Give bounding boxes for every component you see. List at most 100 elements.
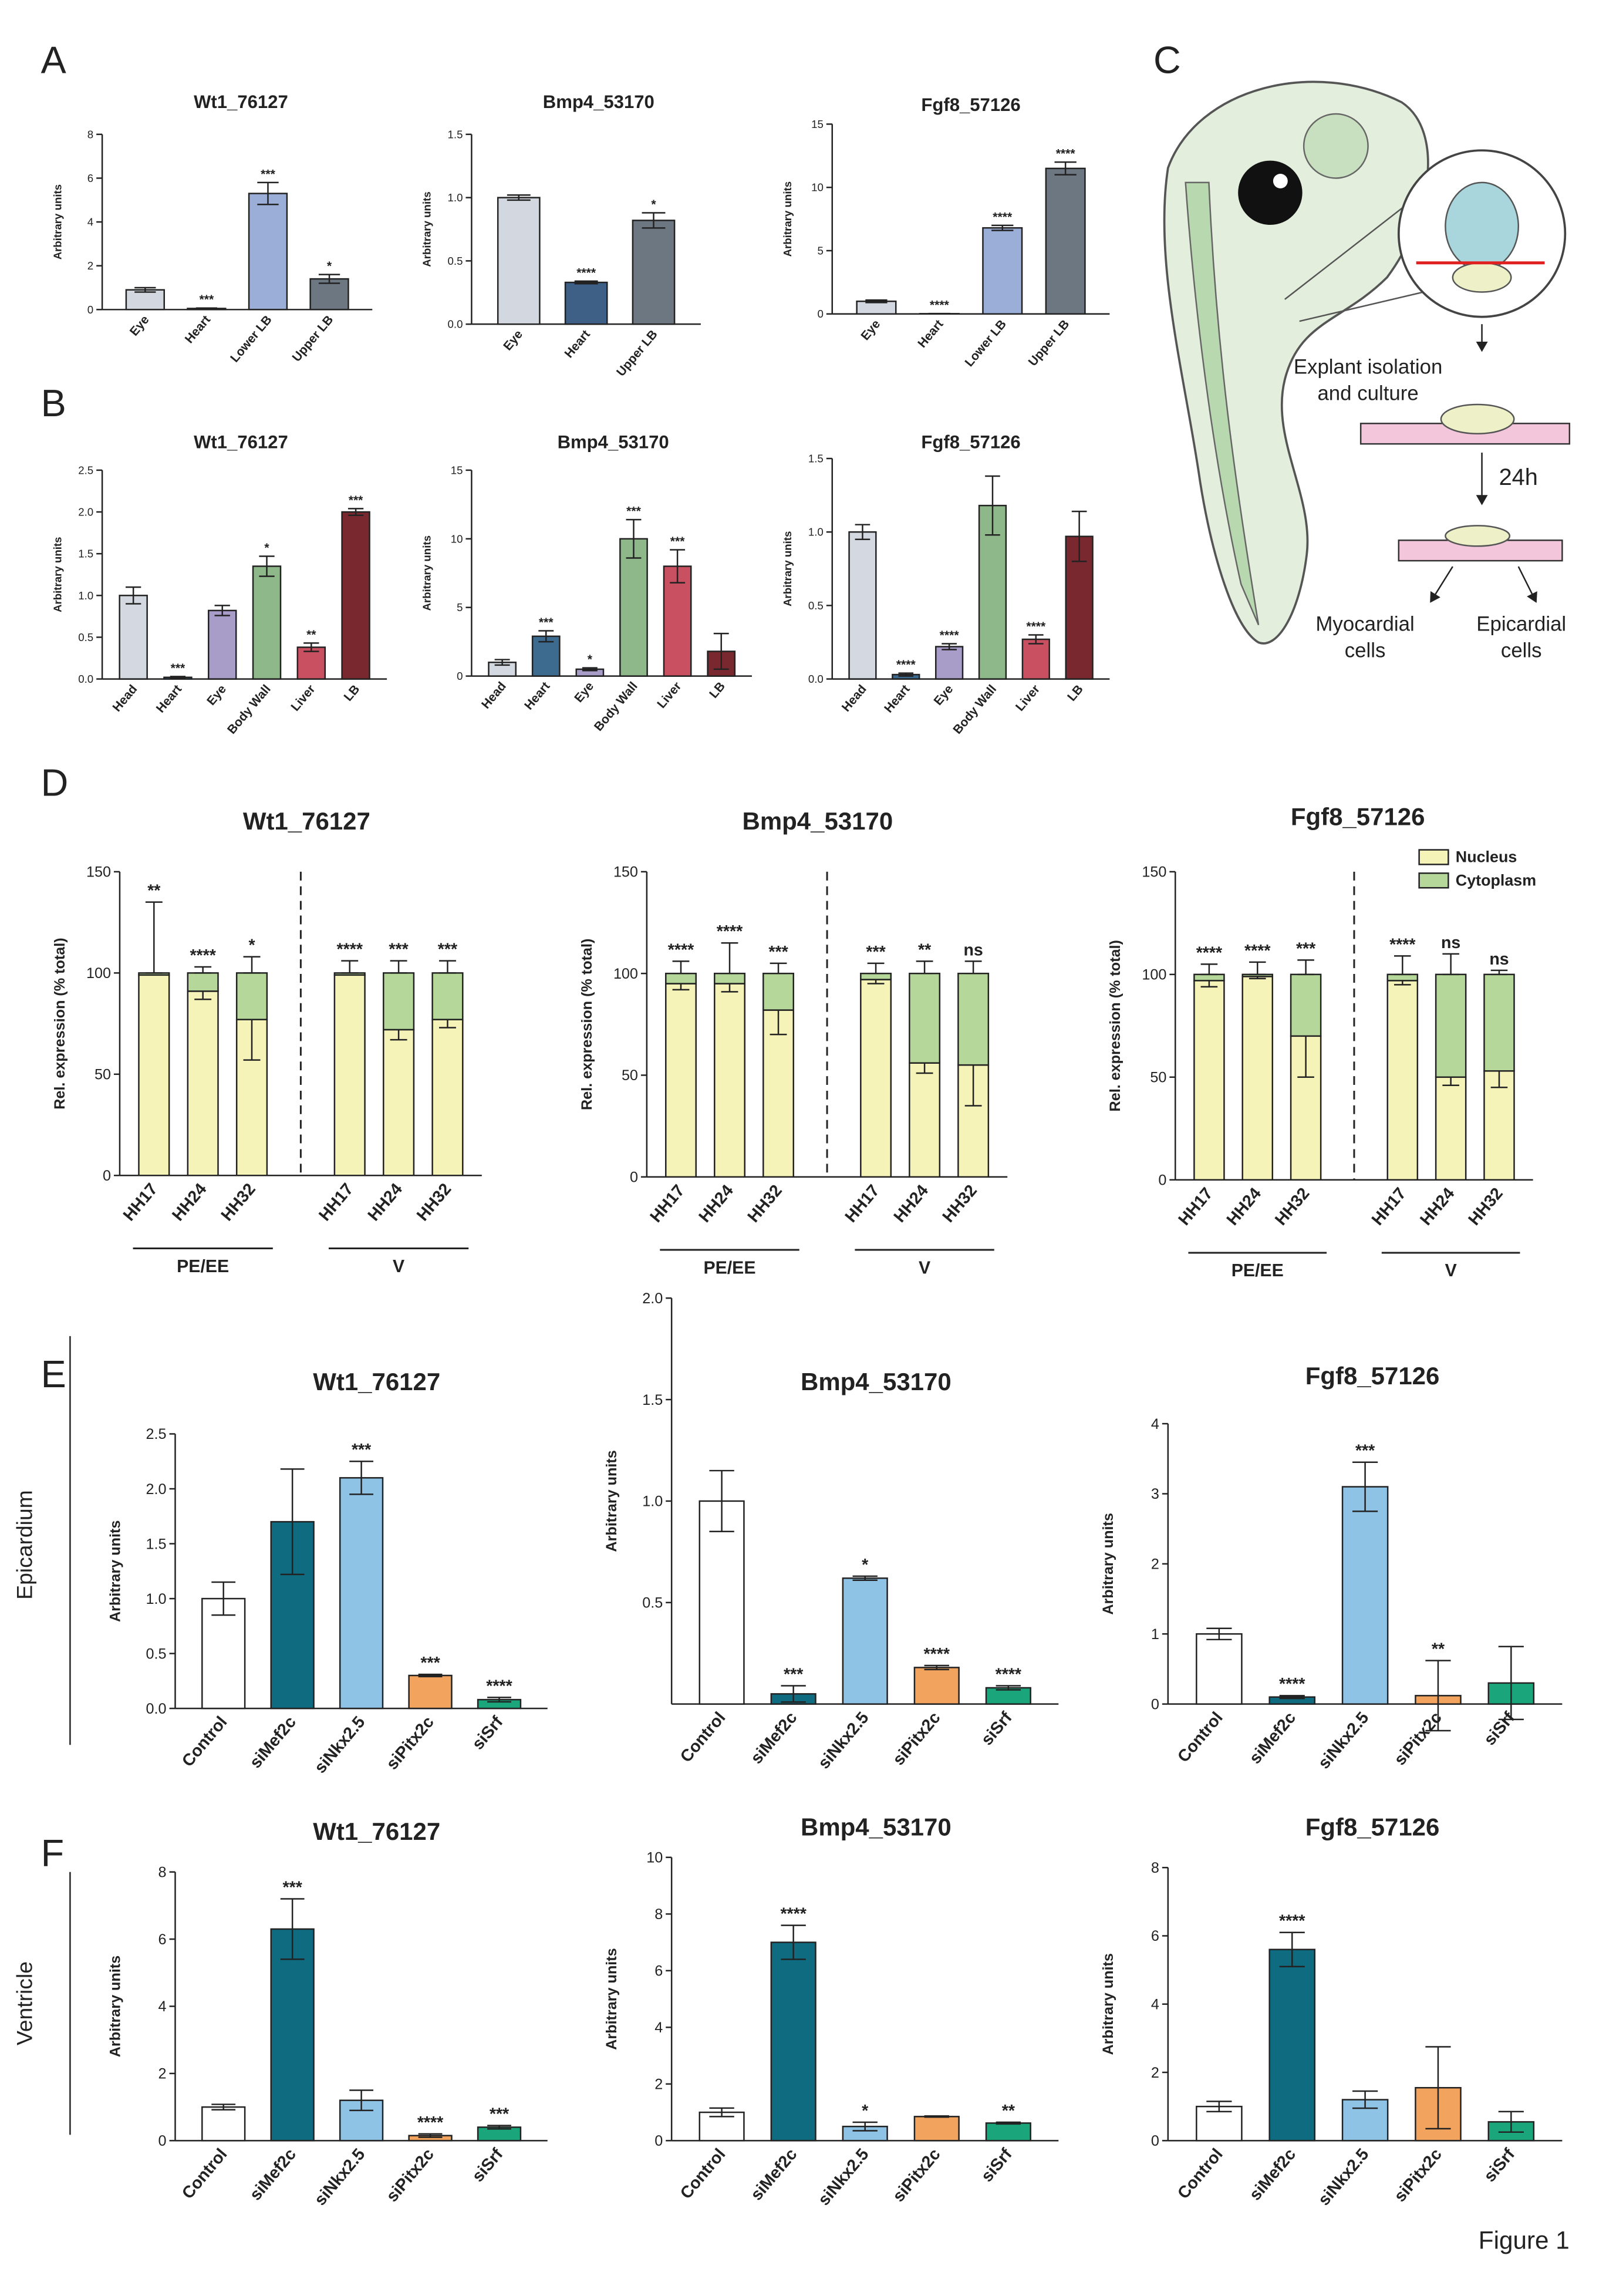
- diagram-label: Myocardial: [1315, 613, 1414, 636]
- error-bar: [996, 1685, 1021, 1691]
- y-tick-label: 150: [1142, 864, 1166, 881]
- error-bar: [852, 2121, 878, 2132]
- significance-label: **: [1432, 1640, 1445, 1659]
- y-tick-label: 1.0: [448, 191, 463, 204]
- bar-segment: [383, 1029, 415, 1176]
- y-tick-label: 100: [1142, 967, 1166, 983]
- significance-label: ***: [539, 616, 554, 629]
- error-bar: [582, 667, 598, 672]
- y-tick-label: 4: [654, 2019, 663, 2036]
- y-axis-label: Arbitrary units: [781, 181, 794, 257]
- bar-segment: [860, 979, 892, 1178]
- error-bar: [347, 508, 364, 516]
- error-bar: [418, 1673, 443, 1678]
- significance-label: ****: [1026, 620, 1046, 633]
- bar-segment: [1435, 1076, 1467, 1181]
- y-tick-label: 15: [811, 118, 824, 130]
- bar: [201, 1597, 246, 1710]
- y-tick-label: 0.0: [808, 673, 824, 685]
- y-tick-label: 4: [87, 216, 93, 228]
- y-tick-label: 2.0: [642, 1290, 663, 1307]
- error-bar: [494, 659, 510, 666]
- significance-label: ****: [930, 299, 950, 312]
- y-tick-label: 0: [103, 1168, 111, 1184]
- y-tick-label: 2: [1151, 2065, 1159, 2081]
- significance-label: ****: [417, 2113, 444, 2132]
- bar: [201, 2106, 246, 2142]
- bar-segment: [1193, 980, 1225, 1181]
- error-bar: [1071, 510, 1087, 562]
- error-bar: [626, 518, 642, 559]
- significance-label: ****: [1056, 147, 1076, 161]
- significance-label: ns: [1489, 950, 1509, 969]
- panel-label: E: [41, 1353, 66, 1395]
- y-tick-label: 0.5: [146, 1646, 167, 1662]
- bar: [1268, 1948, 1316, 2142]
- y-tick-label: 10: [811, 181, 824, 194]
- y-tick-label: 2.5: [78, 464, 93, 476]
- legend-label: Cytoplasm: [1456, 872, 1536, 889]
- bar-segment: [235, 972, 268, 1020]
- group-label: V: [919, 1258, 930, 1277]
- side-label: Ventricle: [12, 1961, 37, 2045]
- arrow: [1430, 566, 1453, 603]
- group-label: V: [393, 1257, 404, 1276]
- y-tick-label: 0: [87, 304, 93, 316]
- y-tick-label: 0.5: [808, 599, 824, 612]
- chart-title: Wt1_76127: [243, 807, 370, 835]
- bar-segment: [714, 983, 745, 1178]
- significance-label: ***: [438, 940, 458, 959]
- error-bar: [349, 1461, 373, 1495]
- y-tick-label: 8: [158, 1864, 167, 1880]
- figure-label: Figure 1: [1479, 2226, 1570, 2254]
- bar-segment: [664, 983, 697, 1178]
- significance-label: ****: [780, 1905, 807, 1924]
- bar-segment: [1483, 973, 1515, 1072]
- bar-segment: [431, 972, 464, 1020]
- y-tick-label: 150: [613, 864, 638, 881]
- error-bar: [709, 2107, 734, 2118]
- explant: [1445, 525, 1511, 547]
- y-tick-label: 6: [654, 1963, 663, 1980]
- chart-title: Fgf8_57126: [1305, 1813, 1440, 1841]
- y-tick-label: 0: [1158, 1172, 1166, 1188]
- significance-label: ***: [866, 943, 886, 962]
- y-tick-label: 0: [158, 2133, 167, 2149]
- bar-segment: [138, 974, 170, 1176]
- error-bar: [1249, 961, 1266, 976]
- significance-label: **: [147, 882, 161, 901]
- significance-label: ***: [171, 662, 185, 675]
- error-bar: [1206, 1627, 1232, 1641]
- y-tick-label: 1.5: [448, 128, 463, 140]
- error-bar: [1425, 1660, 1451, 1732]
- y-tick-label: 4: [158, 1998, 167, 2015]
- chart-title: Fgf8_57126: [921, 95, 1020, 115]
- error-bar: [1352, 1461, 1378, 1512]
- embryo-stripe: [1185, 181, 1260, 626]
- error-bar: [1394, 955, 1411, 976]
- bar-segment: [1290, 1035, 1322, 1181]
- y-tick-label: 2.0: [78, 506, 93, 518]
- error-bar: [170, 676, 186, 679]
- y-tick-label: 1.0: [146, 1591, 167, 1607]
- y-axis-label: Arbitrary units: [781, 531, 794, 606]
- bar: [270, 1928, 315, 2142]
- bar-segment: [1435, 973, 1467, 1078]
- bar: [985, 1687, 1031, 1705]
- error-bar: [672, 960, 690, 975]
- diagram-label: Explant isolation: [1294, 356, 1443, 379]
- significance-label: ***: [352, 1441, 372, 1459]
- error-bar: [1279, 1695, 1305, 1700]
- error-bar: [985, 475, 1000, 536]
- error-bar: [1279, 1931, 1305, 1968]
- y-tick-label: 50: [95, 1067, 111, 1083]
- y-tick-label: 6: [87, 172, 93, 184]
- y-axis-label: Rel. expression (% total): [1107, 940, 1123, 1111]
- significance-label: ***: [389, 940, 409, 959]
- error-bar: [964, 960, 982, 975]
- y-tick-label: 2: [87, 259, 93, 272]
- y-tick-label: 2.0: [146, 1481, 167, 1498]
- bar: [934, 646, 964, 680]
- panel-label: B: [41, 382, 66, 424]
- error-bar: [670, 549, 686, 584]
